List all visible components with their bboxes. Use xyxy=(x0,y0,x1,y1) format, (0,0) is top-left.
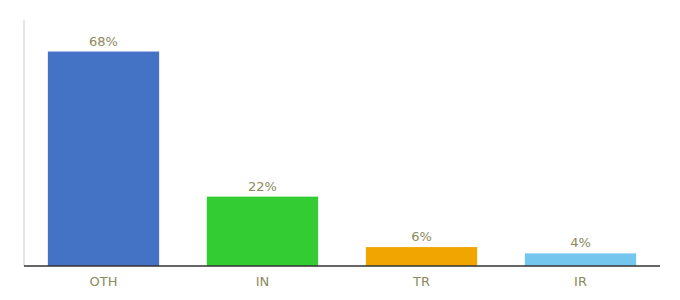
chart-container: 68% 22% 6% 4% OTH IN TR IR xyxy=(0,0,680,300)
x-axis-line xyxy=(24,265,660,267)
data-labels: 68% 22% 6% 4% xyxy=(89,34,591,251)
x-tick-label: OTH xyxy=(90,274,118,289)
bar xyxy=(525,253,636,266)
bar xyxy=(48,52,159,266)
data-label: 6% xyxy=(411,229,432,244)
bars xyxy=(48,52,636,266)
x-tick-labels: OTH IN TR IR xyxy=(90,274,587,289)
y-axis-line xyxy=(24,20,25,266)
x-tick-label: IN xyxy=(256,274,270,289)
x-tick-label: TR xyxy=(412,274,430,289)
chart-svg: 68% 22% 6% 4% OTH IN TR IR xyxy=(0,0,680,300)
bar xyxy=(366,247,477,266)
data-label: 68% xyxy=(89,34,118,49)
data-label: 22% xyxy=(248,179,277,194)
x-tick-label: IR xyxy=(574,274,587,289)
bar xyxy=(207,197,318,266)
data-label: 4% xyxy=(570,235,591,250)
